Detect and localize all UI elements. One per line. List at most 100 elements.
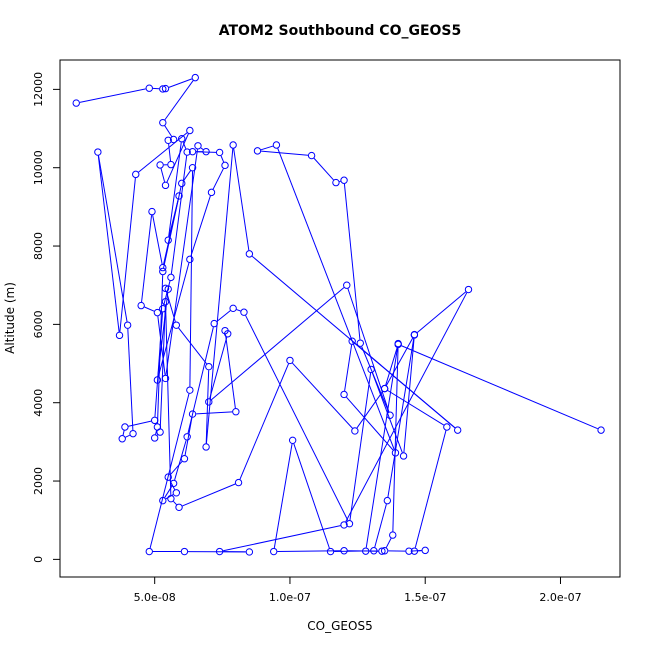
series-segment	[236, 309, 241, 312]
data-point	[159, 263, 167, 272]
data-point	[115, 331, 124, 340]
y-tick-label: 4000	[32, 389, 45, 417]
chart-title: ATOM2 Southbound CO_GEOS5	[219, 23, 462, 39]
series-segment	[166, 291, 176, 322]
series-segment	[196, 151, 217, 153]
data-point	[288, 436, 297, 445]
data-point	[72, 99, 80, 107]
series-segment	[157, 275, 164, 424]
data-point	[194, 142, 202, 150]
series-segment	[166, 133, 189, 183]
data-point	[180, 455, 189, 463]
data-point	[172, 321, 181, 329]
data-point	[391, 449, 400, 457]
data-point	[421, 546, 429, 555]
data-point	[178, 135, 186, 143]
data-point	[164, 473, 172, 481]
data-point	[367, 365, 375, 374]
y-tick-label: 12000	[32, 72, 45, 107]
data-point	[205, 362, 213, 371]
data-point	[153, 308, 162, 317]
data-point	[169, 479, 178, 488]
series-segment	[182, 483, 236, 507]
data-point	[123, 321, 132, 329]
series-segment	[196, 411, 233, 415]
series-segment	[155, 430, 158, 435]
series-segment	[187, 326, 214, 434]
series-segment	[141, 215, 153, 303]
data-point	[175, 192, 183, 200]
series-segment	[223, 525, 341, 552]
data-point	[370, 547, 378, 555]
series-segment	[233, 148, 250, 251]
series-segment	[239, 363, 290, 480]
data-point	[332, 178, 340, 187]
series-segment	[416, 291, 467, 334]
data-point	[121, 423, 129, 431]
data-point	[145, 84, 153, 92]
series-segment	[127, 328, 134, 431]
series-segment	[354, 343, 456, 429]
data-point	[240, 308, 248, 316]
series-segment	[170, 461, 183, 475]
series-segment	[174, 440, 187, 481]
data-point	[362, 547, 370, 555]
series-segment	[125, 434, 130, 438]
data-point	[188, 164, 197, 172]
series-segment	[261, 150, 309, 156]
series-segment	[97, 155, 128, 322]
data-point	[386, 411, 394, 419]
data-point	[380, 547, 389, 555]
series-segment	[346, 396, 394, 451]
series-segment	[211, 287, 345, 400]
data-point	[202, 443, 210, 451]
data-point	[410, 547, 419, 555]
data-point	[178, 179, 186, 188]
data-point	[164, 136, 172, 144]
data-point	[183, 148, 191, 156]
series-segment	[277, 148, 395, 450]
data-point	[399, 452, 408, 460]
y-tick-label: 0	[32, 556, 45, 563]
series-segment	[178, 327, 207, 365]
series-segment	[260, 145, 274, 151]
series-segment	[345, 292, 468, 522]
series-segment	[277, 550, 341, 553]
plot-area-frame	[59, 59, 621, 578]
data-point	[232, 408, 240, 416]
x-tick-label: 1.5e-07	[404, 591, 446, 604]
series-segment	[149, 393, 190, 549]
data-point	[389, 531, 397, 539]
data-point	[245, 250, 254, 258]
x-tick-label: 5.0e-08	[134, 591, 176, 604]
data-point	[161, 84, 170, 93]
data-point	[159, 267, 167, 276]
y-tick-label: 2000	[32, 467, 45, 495]
data-point	[597, 426, 605, 434]
series-segment	[225, 334, 236, 409]
data-point	[351, 427, 359, 435]
series-segment	[293, 443, 330, 549]
data-point	[183, 433, 191, 441]
y-tick-label: 6000	[32, 310, 45, 338]
data-point	[153, 376, 162, 384]
series-segment	[168, 78, 193, 88]
series-segment	[374, 503, 387, 548]
series-segment	[144, 306, 155, 312]
series-segment	[189, 171, 194, 387]
series-segment	[220, 155, 225, 163]
data-point	[137, 301, 145, 310]
series-segment	[414, 430, 447, 548]
data-point	[188, 147, 197, 156]
series-segment	[164, 80, 194, 121]
data-point	[229, 304, 237, 313]
data-point	[148, 207, 156, 216]
data-point	[378, 547, 386, 555]
series-segment	[200, 147, 204, 150]
data-point	[129, 429, 137, 438]
data-point	[340, 176, 348, 184]
series-segment	[159, 305, 166, 429]
data-point	[164, 236, 172, 244]
data-point	[356, 339, 364, 347]
series-segment	[183, 170, 191, 181]
